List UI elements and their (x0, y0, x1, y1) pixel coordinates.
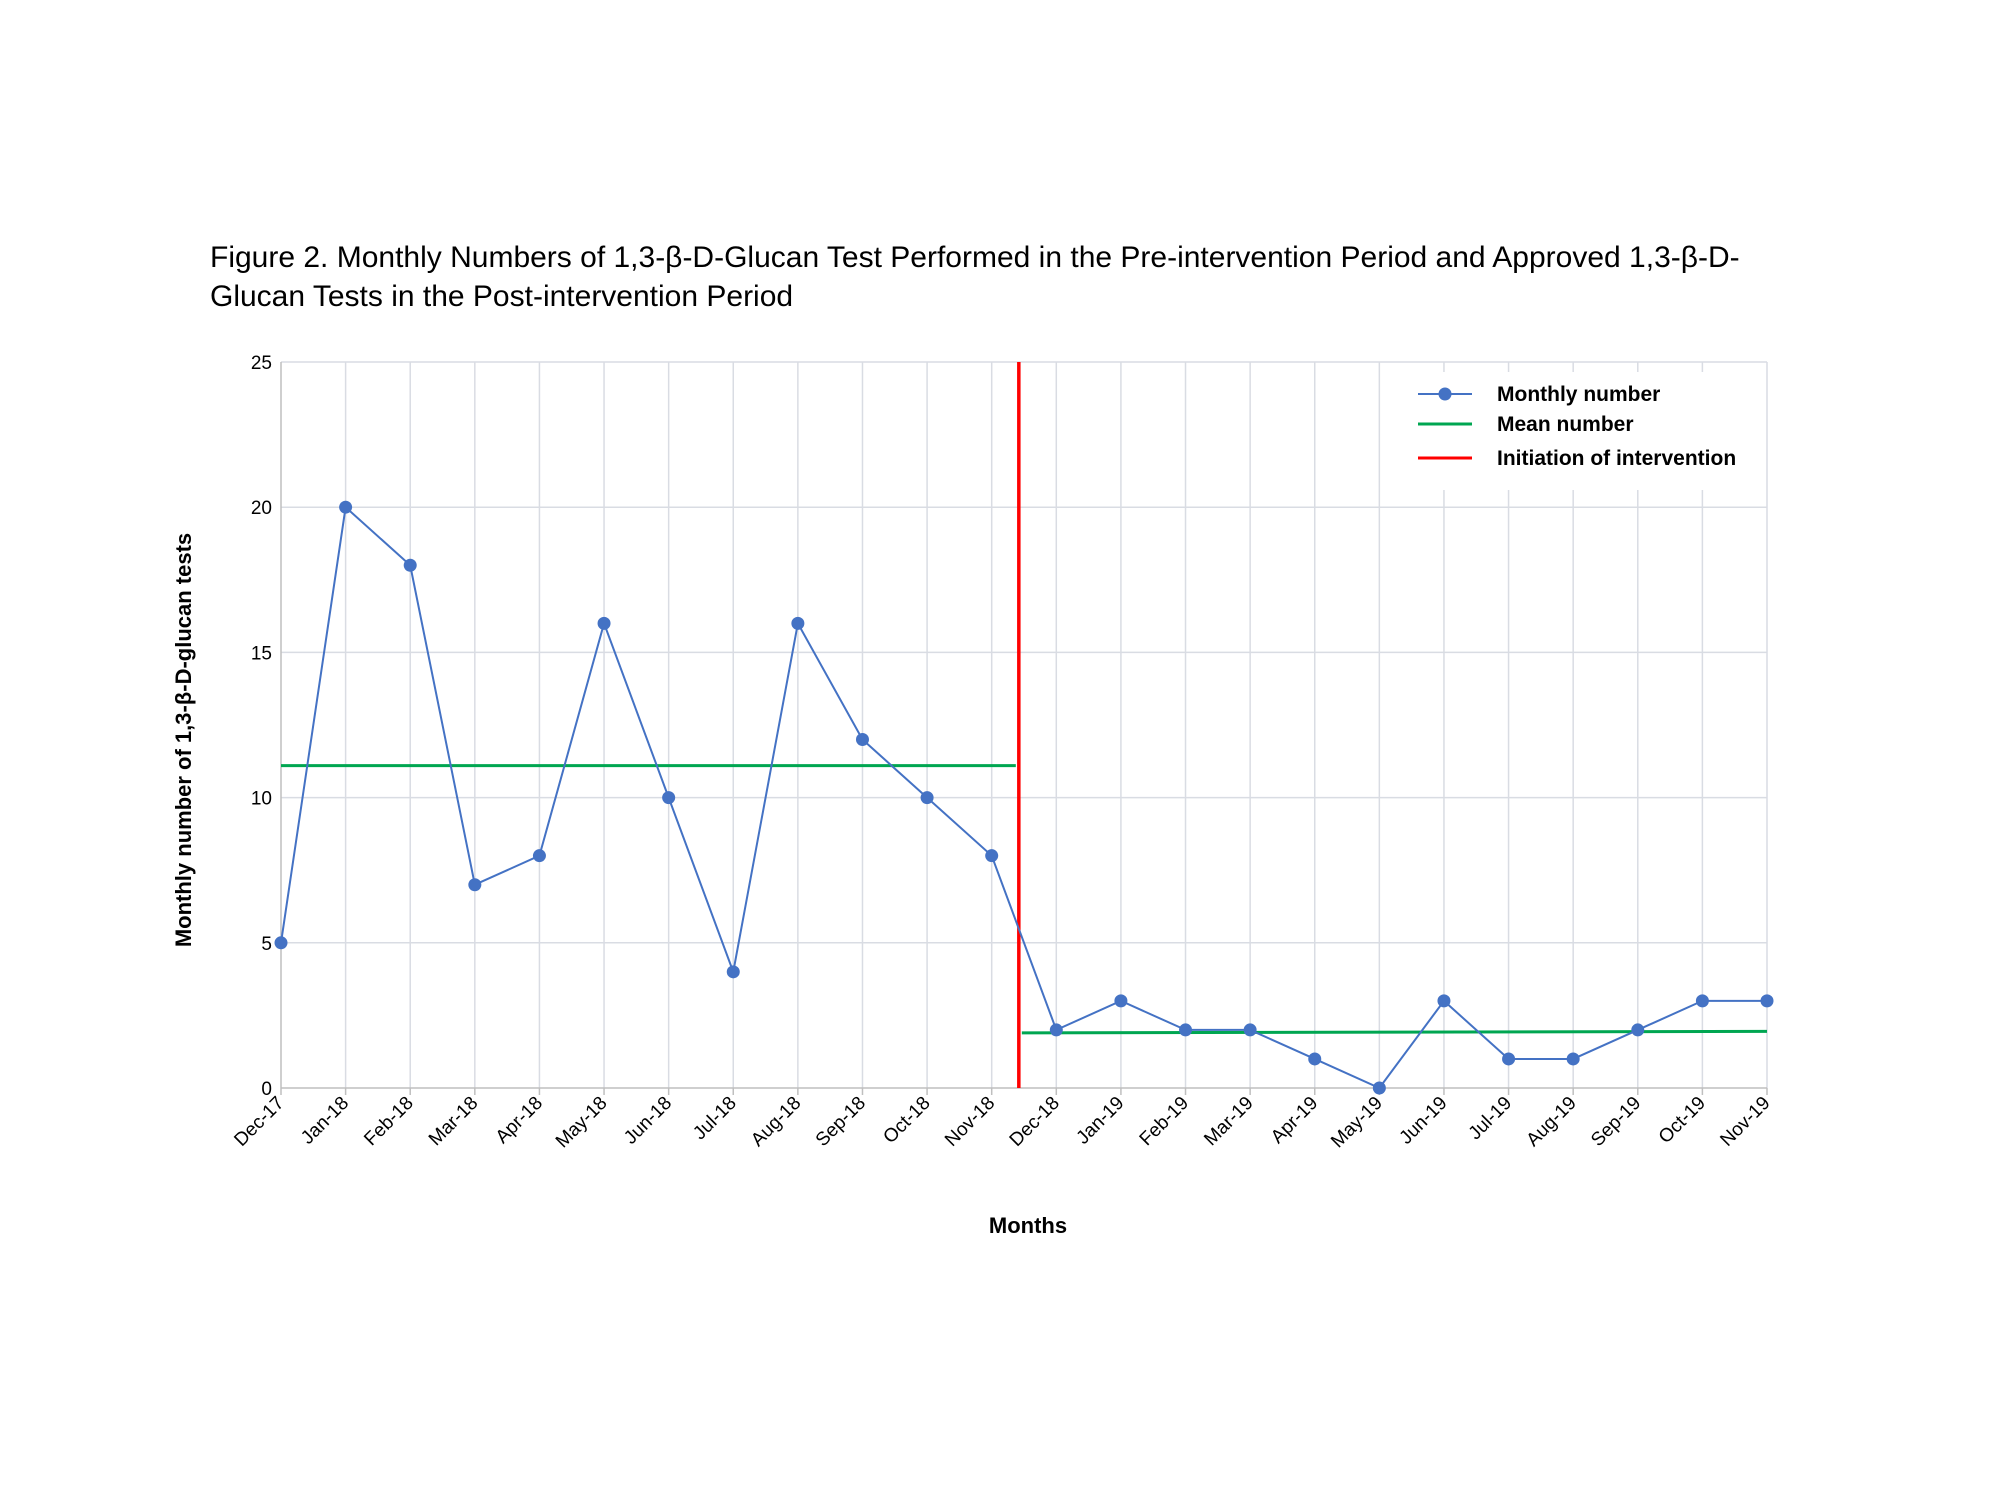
x-tick-label: Apr-18 (492, 1093, 547, 1148)
x-tick-label: Jan-19 (1073, 1093, 1129, 1149)
axes (280, 362, 1768, 1095)
monthly-series (274, 500, 1774, 1095)
y-tick-label: 25 (251, 353, 272, 374)
data-point (1760, 994, 1774, 1008)
data-point (1695, 994, 1709, 1008)
data-point (1179, 1023, 1193, 1037)
data-point (726, 965, 740, 979)
legend: Monthly number Mean number Initiation of i… (1396, 372, 1766, 490)
legend-marker (1438, 387, 1452, 401)
x-axis-title: Months (989, 1213, 1067, 1238)
x-tick-label: Sep-18 (812, 1093, 870, 1151)
x-tick-label: Dec-18 (1006, 1093, 1064, 1151)
data-point (855, 733, 869, 747)
data-point (1631, 1023, 1645, 1037)
data-point (1437, 994, 1451, 1008)
x-tick-label: Apr-19 (1267, 1093, 1322, 1148)
x-tick-label: Mar-19 (1200, 1093, 1257, 1150)
grid (281, 361, 1768, 1088)
x-tick-label: Feb-19 (1136, 1093, 1193, 1150)
legend-label: Mean number (1497, 413, 1634, 436)
x-tick-label: Aug-19 (1523, 1093, 1581, 1151)
data-point (920, 791, 934, 805)
x-tick-label: Jun-19 (1396, 1093, 1452, 1149)
data-point (597, 616, 611, 630)
data-point (1372, 1081, 1386, 1095)
monthly-line (280, 505, 1767, 1090)
figure-title: Figure 2. Monthly Numbers of 1,3-β-D-Glu… (210, 241, 1740, 313)
data-point (403, 558, 417, 572)
x-tick-label: Nov-18 (941, 1093, 999, 1151)
data-point (1308, 1052, 1322, 1066)
x-tick-label: Jul-19 (1465, 1093, 1516, 1144)
x-tick-label: Dec-17 (230, 1093, 288, 1151)
mean-lines (281, 764, 1768, 1035)
data-point (468, 878, 482, 892)
data-point (532, 849, 546, 863)
x-tick-label: Nov-19 (1716, 1093, 1774, 1151)
data-point (662, 791, 676, 805)
legend-label: Monthly number (1497, 383, 1660, 406)
x-tick-label: Feb-18 (360, 1093, 417, 1150)
legend-background (1396, 372, 1766, 490)
mean-line (1021, 1029, 1768, 1035)
data-point (1243, 1023, 1257, 1037)
y-tick-labels: 0 5 10 15 20 25 (251, 353, 272, 1100)
x-tick-labels: Dec-17 Jan-18 Feb-18 Mar-18 Apr-18 May-18 Jun-… (230, 1093, 1774, 1153)
x-tick-label: May-19 (1327, 1093, 1387, 1153)
data-point (274, 936, 288, 950)
data-point (985, 849, 999, 863)
data-point (339, 500, 353, 514)
data-point (791, 616, 805, 630)
y-axis-title: Monthly number of 1,3-β-D-glucan tests (171, 533, 196, 947)
data-point (1114, 994, 1128, 1008)
x-tick-label: Sep-19 (1587, 1093, 1645, 1151)
y-tick-label: 0 (261, 1079, 272, 1100)
data-point (1502, 1052, 1516, 1066)
x-tick-label: Jan-18 (297, 1093, 353, 1149)
y-tick-label: 15 (251, 643, 272, 664)
data-point (1566, 1052, 1580, 1066)
y-tick-label: 10 (251, 789, 272, 810)
legend-label: Initiation of intervention (1497, 447, 1736, 470)
x-tick-label: Oct-19 (1655, 1093, 1710, 1148)
x-tick-label: Aug-18 (747, 1093, 805, 1151)
x-tick-label: May-18 (552, 1093, 612, 1153)
x-tick-label: Oct-18 (879, 1093, 934, 1148)
x-tick-label: Mar-18 (425, 1093, 482, 1150)
y-tick-label: 5 (261, 934, 272, 955)
x-tick-label: Jul-18 (689, 1093, 740, 1144)
y-tick-label: 20 (251, 498, 272, 519)
data-point (1049, 1023, 1063, 1037)
x-tick-label: Jun-18 (620, 1093, 676, 1149)
